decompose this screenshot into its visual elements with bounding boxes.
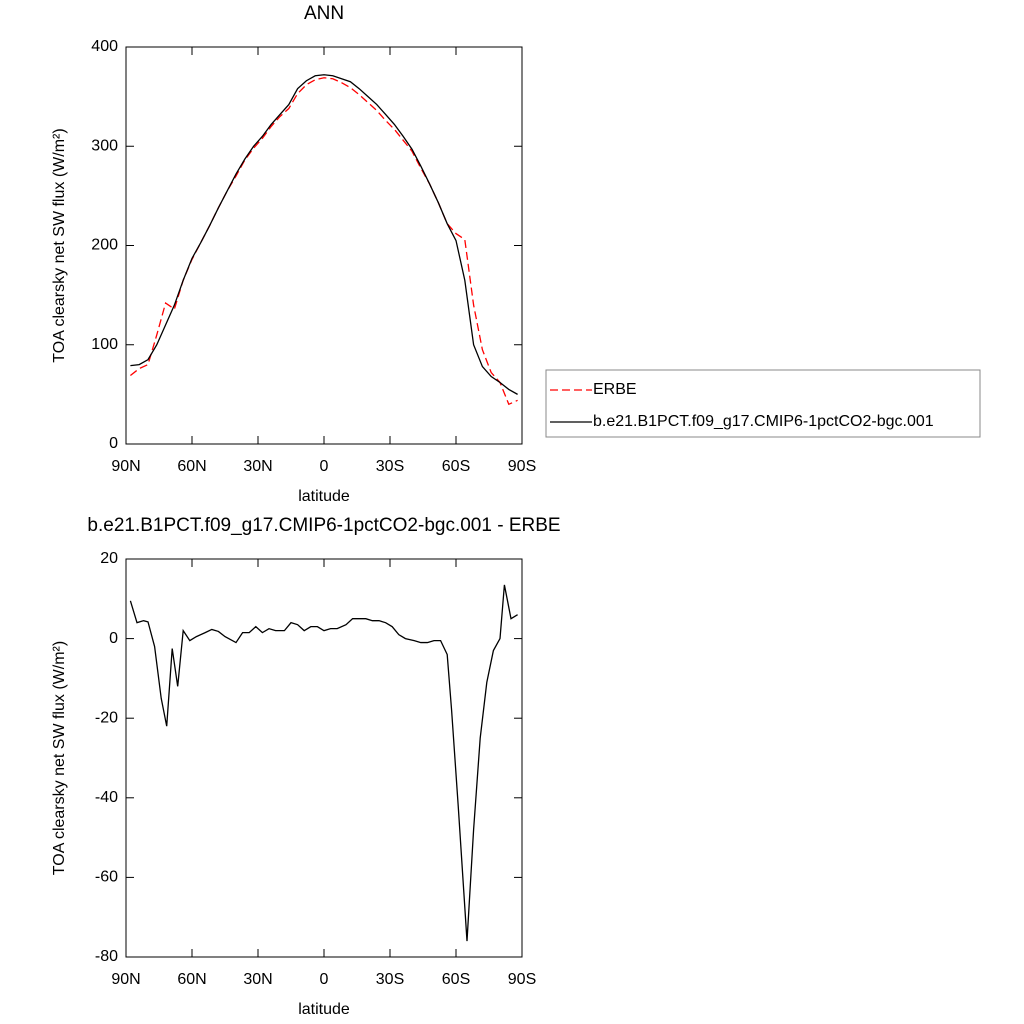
x-axis-label: latitude <box>298 488 350 505</box>
chart-title: ANN <box>304 3 344 24</box>
chart-title: b.e21.B1PCT.f09_g17.CMIP6-1pctCO2-bgc.00… <box>87 515 560 536</box>
x-tick-label: 0 <box>320 458 329 475</box>
x-tick-label: 30S <box>376 971 404 988</box>
x-tick-label: 60N <box>177 971 206 988</box>
x-tick-label: 60N <box>177 458 206 475</box>
y-tick-label: 20 <box>100 550 118 567</box>
x-tick-label: 60S <box>442 458 470 475</box>
y-tick-label: 100 <box>91 336 118 353</box>
y-tick-label: 300 <box>91 137 118 154</box>
x-tick-label: 90N <box>111 458 140 475</box>
y-axis-label: TOA clearsky net SW flux (W/m²) <box>51 128 68 362</box>
y-tick-label: -80 <box>95 948 118 965</box>
x-tick-label: 90N <box>111 971 140 988</box>
x-tick-label: 0 <box>320 971 329 988</box>
y-tick-label: 400 <box>91 38 118 55</box>
legend-box <box>545 369 981 438</box>
y-tick-label: 0 <box>109 630 118 647</box>
legend-label: b.e21.B1PCT.f09_g17.CMIP6-1pctCO2-bgc.00… <box>593 413 934 430</box>
y-tick-label: -40 <box>95 789 118 806</box>
x-tick-label: 60S <box>442 971 470 988</box>
x-tick-label: 90S <box>508 971 536 988</box>
series-line <box>129 77 518 406</box>
plot-frame <box>125 46 523 445</box>
x-axis-label: latitude <box>298 1001 350 1018</box>
y-axis-label: TOA clearsky net SW flux (W/m²) <box>51 641 68 875</box>
plot-frame <box>125 558 523 958</box>
x-tick-label: 30S <box>376 458 404 475</box>
legend-label: ERBE <box>593 381 637 398</box>
y-tick-label: 200 <box>91 237 118 254</box>
y-tick-label: -60 <box>95 869 118 886</box>
y-tick-label: -20 <box>95 709 118 726</box>
series-line <box>129 584 518 942</box>
x-tick-label: 90S <box>508 458 536 475</box>
series-line <box>130 74 518 395</box>
x-tick-label: 30N <box>243 971 272 988</box>
y-tick-label: 0 <box>109 435 118 452</box>
x-tick-label: 30N <box>243 458 272 475</box>
